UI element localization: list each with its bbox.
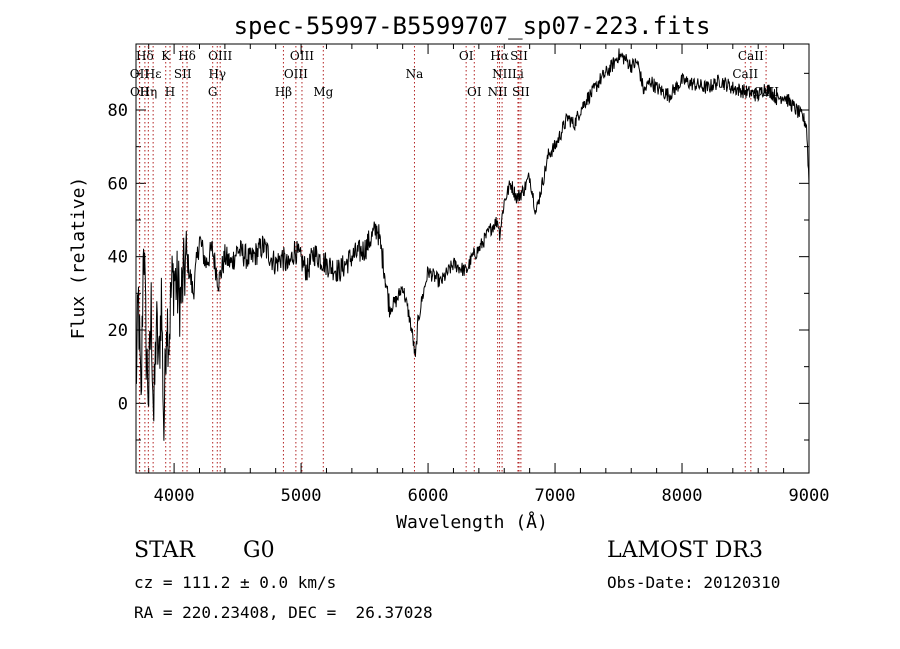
spectral-line-label: Hε (145, 67, 162, 81)
spectral-line-label: SII (174, 67, 192, 81)
object-subclass: G0 (243, 538, 275, 563)
spectral-line-label: Hη (139, 85, 157, 99)
spectral-line-label: OII (130, 85, 150, 99)
spectral-line-label: Na (406, 67, 424, 81)
y-axis-label: Flux (relative) (68, 177, 89, 340)
x-tick-label: 4000 (154, 486, 195, 506)
spectral-line-label: OIII (284, 67, 308, 81)
spectral-line-label: Li (512, 67, 524, 81)
spectral-line-label: Hδ (136, 49, 154, 63)
x-tick-label: 8000 (662, 486, 703, 506)
spectral-line-label: Hβ (275, 85, 292, 99)
spectral-line-label: NII (488, 85, 508, 99)
spectral-line-label: K (161, 49, 171, 63)
spectral-line-label: H (165, 85, 175, 99)
x-tick-label: 9000 (789, 486, 830, 506)
spectral-line-label: SII (510, 49, 528, 63)
coordinates-text: RA = 220.23408, DEC = 26.37028 (134, 603, 433, 622)
spectral-line-label: SII (512, 85, 530, 99)
x-tick-label: 5000 (281, 486, 322, 506)
y-tick-label: 40 (108, 248, 128, 268)
spectral-line-label: Mg (313, 85, 333, 99)
chart-title: spec-55997-B5599707_sp07-223.fits (234, 12, 711, 40)
x-tick-label: 7000 (535, 486, 576, 506)
spectrum-line (135, 48, 810, 441)
y-tick-label: 0 (118, 394, 128, 414)
redshift-text: cz = 111.2 ± 0.0 km/s (134, 573, 337, 592)
spectral-line-label: OIII (290, 49, 314, 63)
spectral-line-label: CaII (738, 49, 764, 63)
x-axis-label: Wavelength (Å) (396, 511, 548, 533)
spectral-line-label: OIII (208, 49, 232, 63)
obs-date-text: Obs-Date: 20120310 (607, 573, 781, 592)
spectral-line-label: OI (467, 85, 482, 99)
y-tick-label: 20 (108, 321, 128, 341)
y-tick-label: 60 (108, 174, 128, 194)
spectral-line-label: OI (459, 49, 474, 63)
y-tick-label: 80 (108, 101, 128, 121)
plot-frame (135, 43, 810, 474)
spectral-line-label: Hδ (178, 49, 196, 63)
spectral-line-label: Hγ (208, 67, 226, 81)
x-tick-label: 6000 (408, 486, 449, 506)
spectral-line-label: NII (492, 67, 512, 81)
spectral-line-label: CaII (732, 67, 758, 81)
spectral-line-label: Hα (490, 49, 509, 63)
plot-area: 4000 5000 6000 7000 8000 9000 0 20 40 60 80 Hδ OII OI… (108, 43, 830, 506)
object-class: STAR (134, 538, 195, 563)
survey-name: LAMOST DR3 (607, 538, 763, 563)
spectral-line-label: G (208, 85, 218, 99)
